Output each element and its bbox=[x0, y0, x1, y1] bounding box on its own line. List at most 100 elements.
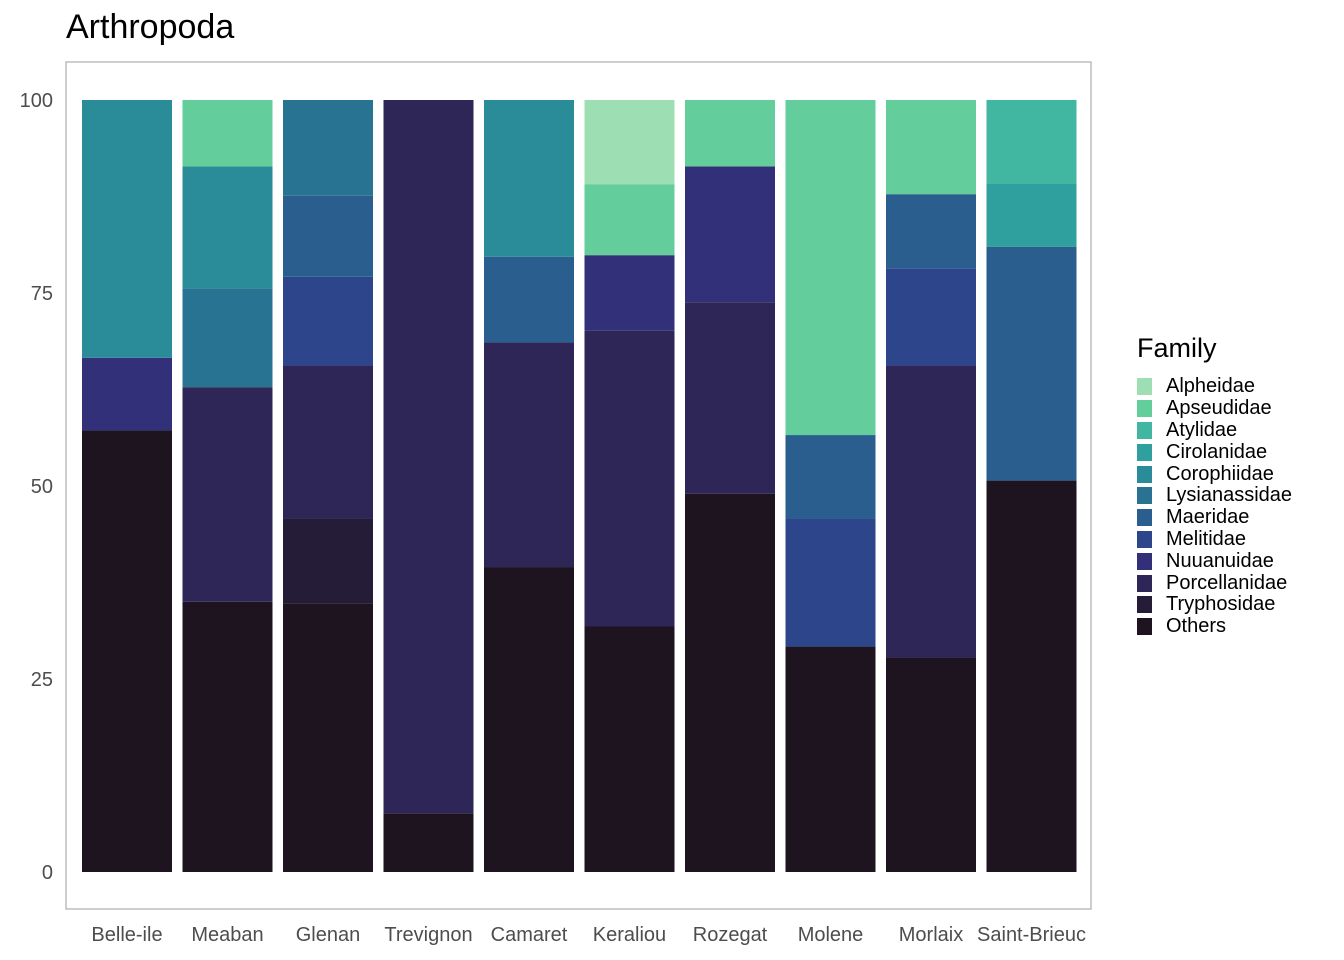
legend-label: Apseudidae bbox=[1166, 397, 1272, 420]
x-tick-label: Keraliou bbox=[593, 924, 666, 946]
bar-segment-rozegat-porcellanidae bbox=[685, 302, 775, 494]
y-tick-label: 25 bbox=[31, 669, 53, 691]
bar-segment-belle-ile-corophiidae bbox=[82, 100, 172, 358]
bar-segment-keraliou-nuuanuidae bbox=[584, 255, 675, 331]
legend-item-tryphosidae: Tryphosidae bbox=[1137, 593, 1292, 616]
legend-items: Alpheidae Apseudidae Atylidae Cirolanidae Co… bbox=[1137, 375, 1293, 638]
legend-label: Lysianassidae bbox=[1166, 484, 1293, 507]
bar-segment-rozegat-others bbox=[685, 493, 775, 872]
legend-item-alpheidae: Alpheidae bbox=[1137, 375, 1292, 398]
legend-item-lysianassidae: Lysianassidae bbox=[1137, 484, 1293, 507]
legend-label: Nuuanuidae bbox=[1166, 549, 1274, 572]
legend-label: Others bbox=[1166, 615, 1227, 638]
bar-segment-meaban-porcellanidae bbox=[182, 387, 273, 602]
bar-segment-molene-melitidae bbox=[785, 518, 876, 647]
x-tick-label: Glenan bbox=[296, 924, 361, 946]
legend-item-porcellanidae: Porcellanidae bbox=[1137, 572, 1292, 594]
legend-swatch bbox=[1137, 596, 1152, 614]
legend-item-cirolanidae: Cirolanidae bbox=[1137, 441, 1292, 463]
legend-label: Atylidae bbox=[1166, 419, 1238, 441]
legend-item-corophiidae: Corophiidae bbox=[1137, 463, 1292, 485]
y-tick-label: 0 bbox=[42, 862, 53, 884]
bar-segment-molene-others bbox=[785, 646, 876, 872]
chart-title: Arthropoda bbox=[66, 8, 235, 46]
legend-label: Cirolanidae bbox=[1166, 440, 1268, 463]
legend-title: Family bbox=[1137, 333, 1217, 363]
bar-segment-meaban-others bbox=[182, 601, 273, 872]
bar-segment-molene-apseudidae bbox=[785, 100, 876, 436]
legend-label: Maeridae bbox=[1166, 506, 1250, 529]
legend-item-atylidae: Atylidae bbox=[1137, 419, 1292, 442]
legend-item-apseudidae: Apseudidae bbox=[1137, 397, 1292, 420]
legend-item-nuuanuidae: Nuuanuidae bbox=[1137, 550, 1292, 572]
x-tick-label: Trevignon bbox=[384, 924, 472, 946]
bar-segment-keraliou-porcellanidae bbox=[584, 330, 675, 627]
bar-segment-camaret-maeridae bbox=[484, 256, 574, 343]
bar-segment-morlaix-apseudidae bbox=[886, 100, 976, 195]
bar-segment-saint-brieuc-others bbox=[986, 480, 1077, 872]
legend-label: Melitidae bbox=[1166, 527, 1247, 550]
x-tick-label: Camaret bbox=[491, 924, 568, 946]
bar-segment-meaban-lysianassidae bbox=[182, 288, 273, 388]
bar-segment-saint-brieuc-cirolanidae bbox=[986, 183, 1077, 247]
bar-segment-morlaix-melitidae bbox=[886, 268, 976, 366]
bar-segment-rozegat-nuuanuidae bbox=[685, 166, 775, 303]
legend-item-melitidae: Melitidae bbox=[1137, 527, 1292, 551]
legend-swatch bbox=[1137, 618, 1152, 636]
bar-segment-saint-brieuc-maeridae bbox=[986, 246, 1077, 481]
bar-segment-glenan-others bbox=[283, 603, 373, 872]
bar-segment-glenan-melitidae bbox=[283, 276, 373, 366]
bar-segment-morlaix-maeridae bbox=[886, 194, 976, 269]
x-tick-label: Belle-ile bbox=[91, 924, 162, 946]
legend-label: Alpheidae bbox=[1166, 375, 1255, 398]
bar-segment-glenan-porcellanidae bbox=[283, 365, 373, 519]
bar-segment-rozegat-apseudidae bbox=[685, 100, 775, 167]
legend-swatch bbox=[1137, 509, 1152, 527]
bar-segment-trevignon-porcellanidae bbox=[383, 100, 474, 814]
bar-segment-morlaix-porcellanidae bbox=[886, 365, 976, 658]
bar-segment-morlaix-others bbox=[886, 657, 976, 872]
bar-segment-belle-ile-others bbox=[82, 430, 172, 872]
x-tick-label: Rozegat bbox=[693, 924, 768, 946]
legend-item-maeridae: Maeridae bbox=[1137, 506, 1292, 529]
legend-swatch bbox=[1137, 378, 1152, 396]
bar-segment-keraliou-others bbox=[584, 626, 675, 872]
legend-label: Corophiidae bbox=[1166, 462, 1274, 485]
bar-segment-meaban-apseudidae bbox=[182, 100, 273, 167]
bar-segment-keraliou-alpheidae bbox=[584, 100, 675, 185]
x-axis: Belle-ile Meaban Glenan Trevignon Camaret Ker… bbox=[91, 924, 1086, 946]
y-tick-label: 75 bbox=[31, 283, 53, 305]
y-axis: 0 25 50 75 100 bbox=[20, 90, 53, 884]
x-tick-label: Morlaix bbox=[899, 924, 963, 946]
legend-swatch bbox=[1137, 530, 1152, 548]
bar-segment-camaret-others bbox=[484, 567, 574, 872]
bar-segment-keraliou-apseudidae bbox=[584, 184, 675, 256]
legend-swatch bbox=[1137, 400, 1152, 418]
bar-segment-trevignon-others bbox=[383, 813, 474, 872]
panel-border bbox=[65, 61, 1092, 910]
bar-segment-glenan-tryphosidae bbox=[283, 518, 373, 604]
legend-label: Tryphosidae bbox=[1166, 593, 1276, 616]
legend-swatch bbox=[1137, 487, 1152, 505]
y-tick-label: 50 bbox=[31, 476, 53, 498]
legend-swatch bbox=[1137, 443, 1152, 461]
legend: Family Alpheidae Apseudidae Atylidae Cirola… bbox=[1137, 333, 1292, 638]
legend-swatch bbox=[1137, 465, 1152, 483]
bar-segment-camaret-corophiidae bbox=[484, 100, 574, 257]
bar-segment-glenan-lysianassidae bbox=[283, 100, 373, 196]
y-tick-label: 100 bbox=[20, 90, 53, 112]
legend-swatch bbox=[1137, 574, 1152, 592]
x-tick-label: Saint-Brieuc bbox=[977, 924, 1086, 946]
legend-swatch bbox=[1137, 552, 1152, 570]
bars-layer bbox=[82, 100, 1077, 872]
bar-segment-belle-ile-nuuanuidae bbox=[82, 357, 172, 431]
x-tick-label: Molene bbox=[798, 924, 864, 946]
bar-segment-molene-maeridae bbox=[785, 435, 876, 519]
bar-segment-saint-brieuc-atylidae bbox=[986, 100, 1077, 184]
legend-item-others: Others bbox=[1137, 615, 1292, 638]
bar-segment-meaban-corophiidae bbox=[182, 166, 273, 289]
legend-swatch bbox=[1137, 421, 1152, 439]
x-tick-label: Meaban bbox=[191, 924, 263, 946]
bar-segment-glenan-maeridae bbox=[283, 195, 373, 277]
